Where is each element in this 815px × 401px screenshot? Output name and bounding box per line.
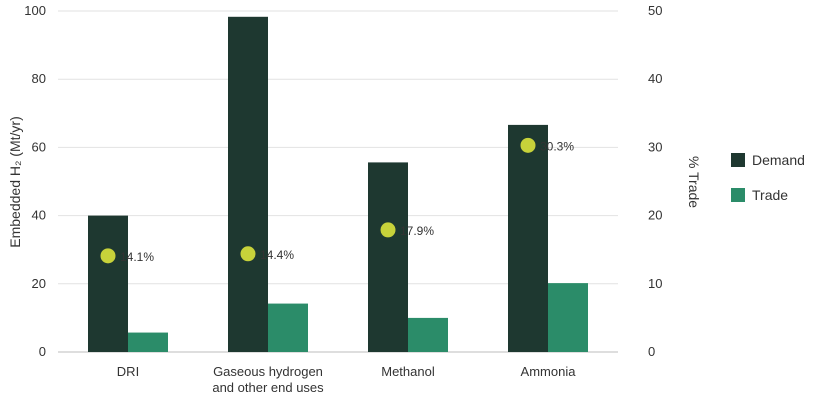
trade-percent-label: 14.4%	[260, 248, 294, 262]
bar-trade	[408, 317, 448, 352]
legend-label-demand: Demand	[752, 152, 805, 168]
trade-percent-markers: 14.1% 14.4% 17.9% 30.3%	[100, 137, 574, 264]
trade-percent-label: 17.9%	[400, 224, 434, 238]
trade-percent-label: 14.1%	[120, 250, 154, 264]
bars	[88, 16, 588, 353]
bar-demand	[228, 16, 268, 353]
trade-percent-marker	[380, 222, 396, 238]
bar-trade	[548, 283, 588, 352]
legend-swatch-trade	[731, 188, 745, 202]
y-tick-label: 20	[32, 276, 46, 291]
bar-trade	[268, 303, 308, 352]
category-label: Gaseous hydrogen	[213, 364, 323, 379]
category-label: Methanol	[381, 364, 435, 379]
trade-percent-label: 30.3%	[540, 139, 574, 153]
y2-axis-title: % Trade	[686, 156, 702, 208]
category-label: Ammonia	[521, 364, 577, 379]
y-tick-label: 100	[24, 3, 46, 18]
y2-tick-label: 10	[648, 276, 662, 291]
legend: Demand Trade	[731, 152, 805, 203]
legend-swatch-demand	[731, 153, 745, 167]
y2-tick-label: 50	[648, 3, 662, 18]
bar-demand	[368, 162, 408, 352]
bar-trade	[128, 332, 168, 352]
trade-percent-marker	[240, 246, 256, 262]
bar-demand	[508, 124, 548, 352]
y2-tick-label: 0	[648, 344, 655, 359]
category-label: and other end uses	[212, 380, 324, 395]
legend-label-trade: Trade	[752, 187, 788, 203]
trade-percent-marker	[100, 248, 116, 264]
y2-tick-label: 20	[648, 208, 662, 223]
y-tick-label: 80	[32, 71, 46, 86]
y2-tick-label: 40	[648, 71, 662, 86]
trade-percent-marker	[520, 137, 536, 153]
bar-demand	[88, 215, 128, 352]
y-tick-label: 60	[32, 139, 46, 154]
y-tick-label: 0	[39, 344, 46, 359]
left-axis: 0 20 40 60 80 100	[24, 3, 46, 359]
right-axis: 0 10 20 30 40 50	[648, 3, 662, 359]
category-label: DRI	[117, 364, 139, 379]
y2-tick-label: 30	[648, 139, 662, 154]
y-axis-title: Embedded H₂ (Mt/yr)	[7, 116, 23, 247]
y-tick-label: 40	[32, 208, 46, 223]
